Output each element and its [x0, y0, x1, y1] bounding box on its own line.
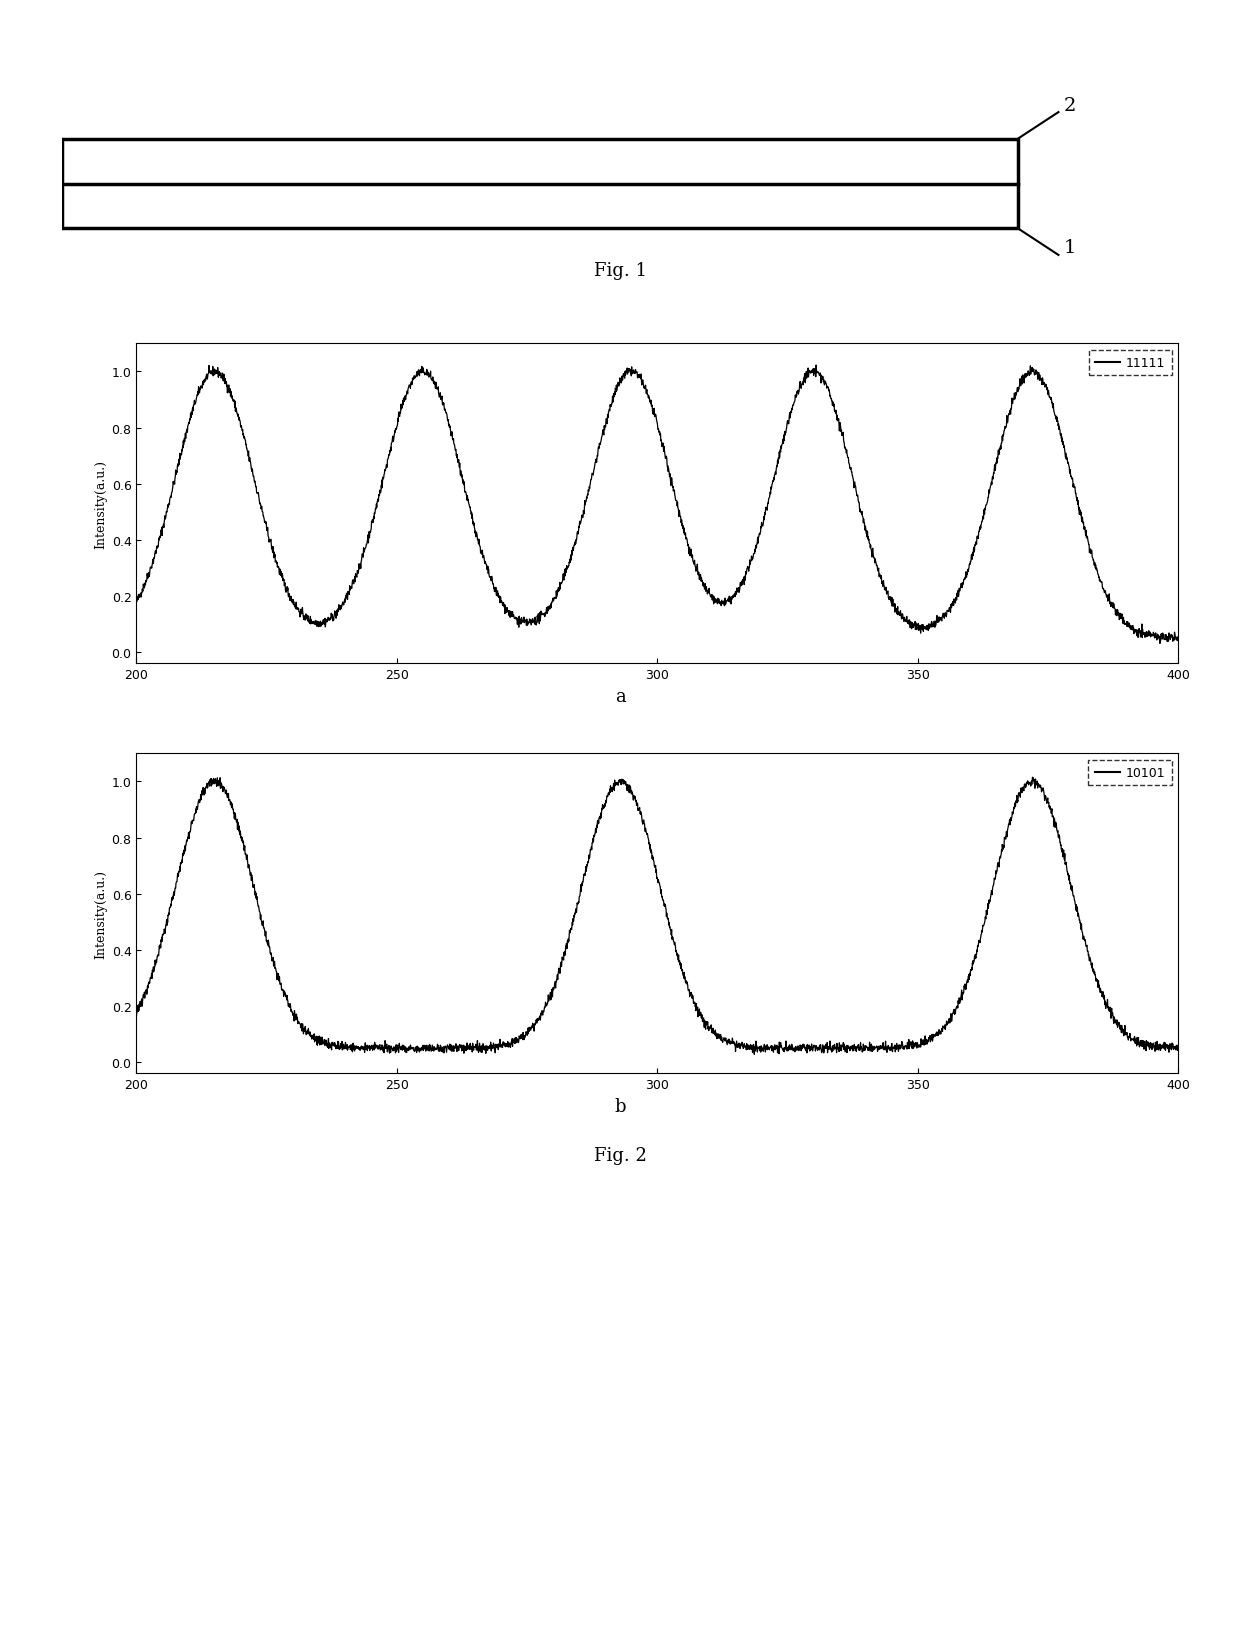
Text: 1: 1 — [1064, 239, 1076, 257]
Text: a: a — [615, 688, 625, 705]
Legend: 10101: 10101 — [1089, 760, 1172, 785]
Text: 2: 2 — [1064, 97, 1076, 115]
Y-axis label: Intensity(a.u.): Intensity(a.u.) — [94, 869, 108, 959]
Text: Fig. 1: Fig. 1 — [594, 262, 646, 279]
Text: Fig. 2: Fig. 2 — [594, 1147, 646, 1164]
Bar — [62, 139, 1018, 229]
Legend: 11111: 11111 — [1089, 351, 1172, 375]
Text: b: b — [614, 1098, 626, 1115]
Y-axis label: Intensity(a.u.): Intensity(a.u.) — [94, 459, 108, 549]
